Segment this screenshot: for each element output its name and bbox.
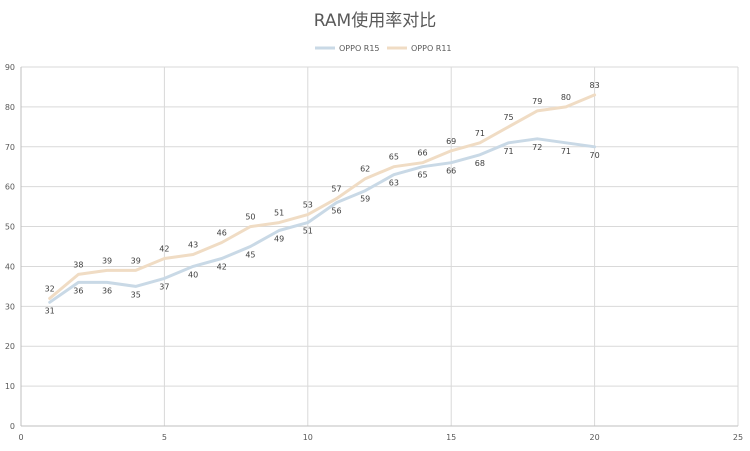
data-label: 53 bbox=[303, 201, 313, 210]
data-label: 42 bbox=[217, 262, 227, 271]
data-label: 50 bbox=[245, 213, 255, 222]
x-tick-labels: 0 5 10 15 20 25 bbox=[18, 433, 743, 442]
data-label: 32 bbox=[45, 284, 55, 293]
data-label: 40 bbox=[188, 270, 198, 279]
x-tick-label: 5 bbox=[162, 433, 167, 442]
data-label: 71 bbox=[475, 129, 485, 138]
data-label: 69 bbox=[446, 137, 456, 146]
y-tick-label: 0 bbox=[10, 422, 15, 431]
data-label: 79 bbox=[532, 97, 542, 106]
axes bbox=[20, 67, 738, 427]
data-label: 51 bbox=[303, 227, 313, 236]
data-label: 56 bbox=[331, 207, 341, 216]
y-tick-label: 70 bbox=[5, 143, 15, 152]
data-label: 70 bbox=[590, 151, 600, 160]
data-label: 66 bbox=[417, 149, 427, 158]
legend-label: OPPO R15 bbox=[339, 44, 380, 53]
data-label: 42 bbox=[159, 244, 169, 253]
data-label: 36 bbox=[102, 286, 112, 295]
data-label: 80 bbox=[561, 93, 571, 102]
data-label: 75 bbox=[503, 113, 513, 122]
y-tick-label: 80 bbox=[5, 103, 15, 112]
data-label: 59 bbox=[360, 195, 370, 204]
chart-title: RAM使用率对比 bbox=[314, 10, 436, 31]
data-label: 36 bbox=[73, 286, 83, 295]
y-tick-label: 20 bbox=[5, 342, 15, 351]
x-tick-label: 0 bbox=[18, 433, 23, 442]
data-label: 72 bbox=[532, 143, 542, 152]
x-tick-label: 15 bbox=[446, 433, 456, 442]
x-tick-label: 20 bbox=[590, 433, 600, 442]
data-label: 46 bbox=[217, 229, 227, 238]
data-label: 68 bbox=[475, 159, 485, 168]
data-label: 57 bbox=[331, 185, 341, 194]
data-label: 45 bbox=[245, 251, 255, 260]
data-label: 35 bbox=[131, 290, 141, 299]
data-label: 71 bbox=[561, 147, 571, 156]
legend: OPPO R15 OPPO R11 bbox=[315, 44, 452, 53]
data-label: 38 bbox=[73, 260, 83, 269]
data-label: 71 bbox=[503, 147, 513, 156]
y-tick-labels: 0 10 20 30 40 50 60 70 80 90 bbox=[5, 63, 15, 431]
data-label: 39 bbox=[131, 256, 141, 265]
data-label: 51 bbox=[274, 209, 284, 218]
y-tick-label: 60 bbox=[5, 183, 15, 192]
data-label: 37 bbox=[159, 282, 169, 291]
data-label: 83 bbox=[590, 81, 600, 90]
data-label: 39 bbox=[102, 256, 112, 265]
data-label: 49 bbox=[274, 235, 284, 244]
y-tick-label: 10 bbox=[5, 382, 15, 391]
data-label: 31 bbox=[45, 306, 55, 315]
series-lines bbox=[48, 93, 597, 304]
series-line-oppo-r11 bbox=[48, 93, 597, 300]
data-label: 43 bbox=[188, 240, 198, 249]
series-line-oppo-r15 bbox=[48, 137, 597, 304]
y-tick-label: 50 bbox=[5, 223, 15, 232]
y-tick-label: 30 bbox=[5, 302, 15, 311]
legend-label: OPPO R11 bbox=[411, 44, 452, 53]
data-label: 63 bbox=[389, 179, 399, 188]
grid bbox=[21, 66, 739, 426]
data-labels: 31 36 36 35 37 40 42 45 49 51 56 59 63 65 66 68 71 72 71 70… bbox=[45, 81, 600, 315]
y-tick-label: 90 bbox=[5, 63, 15, 72]
x-tick-label: 25 bbox=[733, 433, 743, 442]
data-label: 65 bbox=[417, 171, 427, 180]
data-label: 65 bbox=[389, 153, 399, 162]
data-label: 66 bbox=[446, 167, 456, 176]
data-label: 62 bbox=[360, 165, 370, 174]
x-tick-label: 10 bbox=[303, 433, 313, 442]
y-tick-label: 40 bbox=[5, 262, 15, 271]
